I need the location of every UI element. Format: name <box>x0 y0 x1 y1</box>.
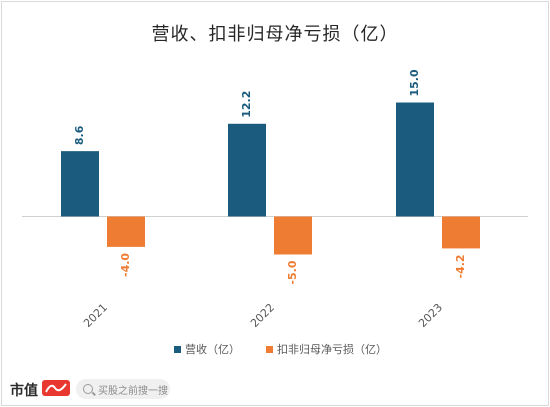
data-label-net-loss-2022: -5.0 <box>286 260 299 284</box>
bar-net-loss-2021 <box>107 216 145 247</box>
bar-revenue-2023 <box>396 102 434 217</box>
x-tick-label-2021: 2021 <box>81 301 110 330</box>
data-label-revenue-2022: 12.2 <box>240 91 253 118</box>
data-label-revenue-2023: 15.0 <box>408 69 421 96</box>
data-label-revenue-2021: 8.6 <box>73 125 86 145</box>
search-placeholder: 买股之前搜一搜 <box>98 386 168 397</box>
legend-label-revenue: 营收（亿） <box>185 342 240 356</box>
data-label-net-loss-2021: -4.0 <box>119 253 132 277</box>
bar-net-loss-2022 <box>274 216 312 255</box>
search-bar[interactable]: 买股之前搜一搜 <box>76 379 170 399</box>
footer-bar: 市值 买股之前搜一搜 <box>0 374 550 407</box>
search-icon <box>83 384 93 394</box>
chart-title: 营收、扣非归母净亏损（亿） <box>151 24 399 45</box>
bar-revenue-2022 <box>228 123 266 217</box>
legend-swatch-revenue <box>174 346 181 353</box>
bar-net-loss-2023 <box>442 216 480 249</box>
x-tick-label-2023: 2023 <box>416 301 445 330</box>
x-tick-label-2022: 2022 <box>248 301 277 330</box>
legend-swatch-net-loss <box>266 346 273 353</box>
bar-revenue-2021 <box>61 151 99 217</box>
data-label-net-loss-2023: -4.2 <box>454 254 467 278</box>
brand-logo-icon <box>42 380 70 396</box>
brand-logo-text: 市值 <box>10 383 38 399</box>
chart-plot: 8.6 -4.0 12.2 -5.0 15.0 -4.2 2021 2022 2023 营收（… <box>22 69 528 356</box>
legend-label-net-loss: 扣非归母净亏损（亿） <box>277 342 387 356</box>
